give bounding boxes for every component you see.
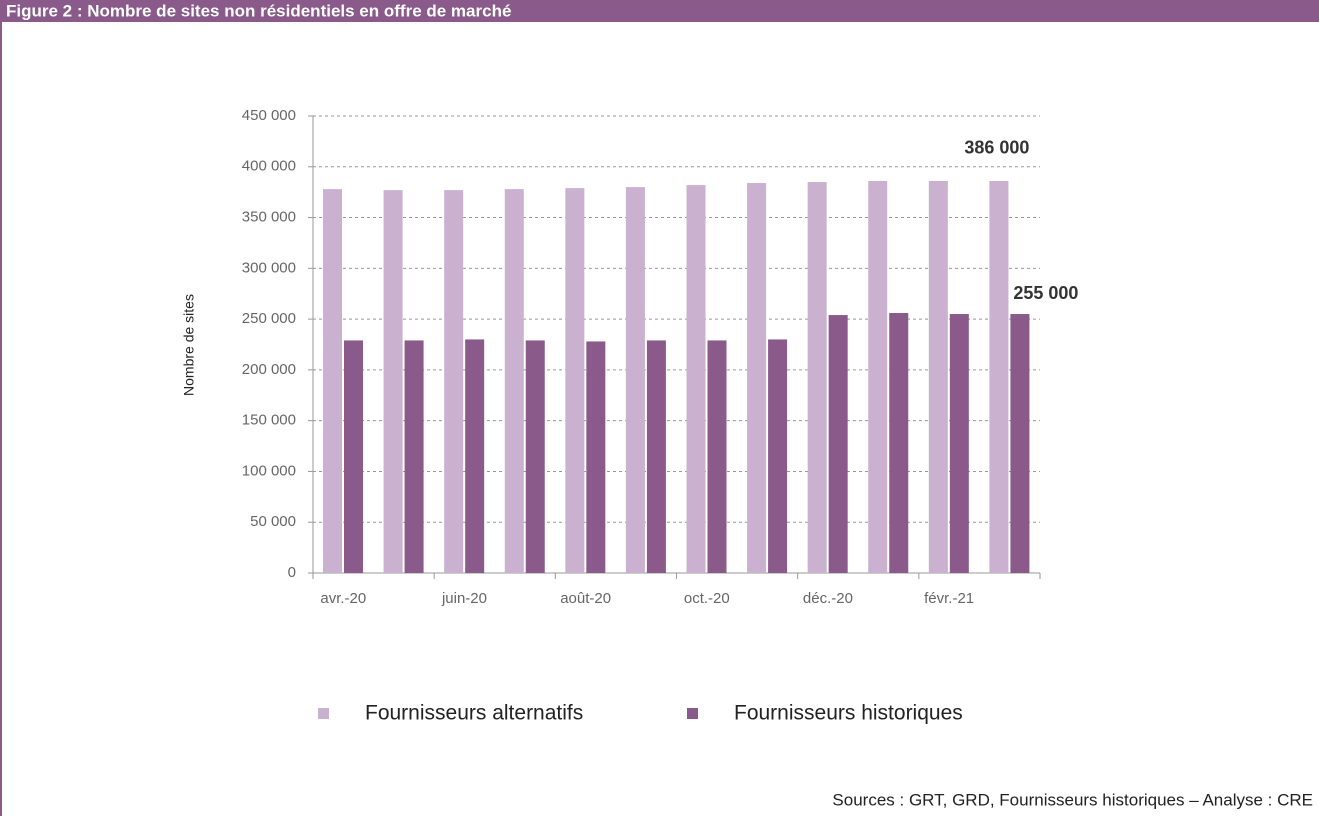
bar <box>747 183 767 573</box>
bar <box>565 188 585 574</box>
title: Figure 2 : Nombre de sites non résidenti… <box>6 1 511 20</box>
legend-label: Fournisseurs historiques <box>734 702 963 725</box>
bar <box>868 180 888 574</box>
y-tick-label: 400 000 <box>242 158 296 175</box>
bar <box>686 185 706 573</box>
x-tick-label: avr.-20 <box>320 590 366 607</box>
y-tick-label: 450 000 <box>242 107 296 124</box>
bar <box>625 187 645 574</box>
left-border <box>0 0 2 816</box>
bar <box>928 180 948 574</box>
y-tick-label: 350 000 <box>242 209 296 226</box>
bar <box>383 190 403 573</box>
y-tick-label: 50 000 <box>250 513 296 530</box>
y-axis-label: Nombre de sites <box>181 294 197 396</box>
y-tick-label: 250 000 <box>242 310 296 327</box>
bar <box>828 315 848 573</box>
bar <box>344 340 363 573</box>
bar <box>646 340 666 573</box>
x-tick-label: août-20 <box>560 590 611 607</box>
bar <box>465 339 485 573</box>
y-tick-label: 200 000 <box>242 361 296 378</box>
bar <box>1010 314 1030 573</box>
bar <box>404 340 424 573</box>
source: Sources : GRT, GRD, Fournisseurs histori… <box>832 790 1313 809</box>
bar <box>504 189 524 573</box>
y-tick-label: 150 000 <box>242 412 296 429</box>
legend-label: Fournisseurs alternatifs <box>365 702 583 725</box>
x-tick-label: févr.-21 <box>924 590 974 607</box>
x-tick-label: juin-20 <box>441 590 487 607</box>
bar <box>525 340 545 573</box>
legend-swatch <box>318 708 329 719</box>
bar <box>889 313 909 573</box>
x-tick-label: oct.-20 <box>684 590 730 607</box>
bar <box>807 182 827 573</box>
legend-swatch <box>687 708 698 719</box>
header-band <box>0 0 1319 22</box>
bar <box>989 180 1009 574</box>
bar <box>586 341 606 573</box>
bar <box>949 314 969 573</box>
data-label: 386 000 <box>964 138 1029 158</box>
x-tick-label: déc.-20 <box>803 590 853 607</box>
y-tick-label: 0 <box>288 564 296 581</box>
data-label: 255 000 <box>1013 283 1078 303</box>
bar <box>768 339 788 573</box>
y-tick-label: 300 000 <box>242 259 296 276</box>
bar <box>444 190 464 573</box>
bar <box>707 340 727 573</box>
bar <box>323 189 342 573</box>
y-tick-label: 100 000 <box>242 462 296 479</box>
